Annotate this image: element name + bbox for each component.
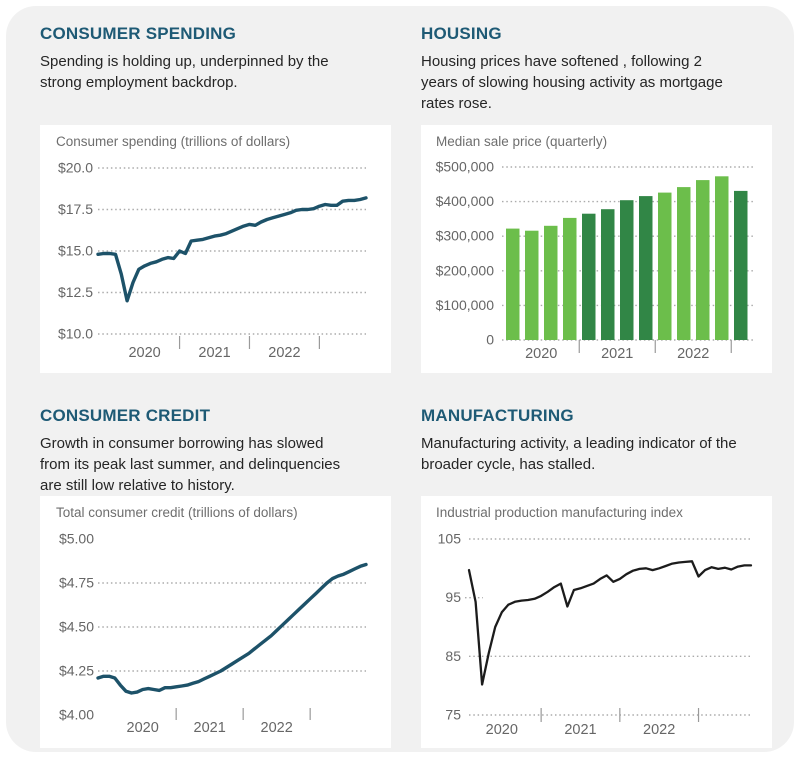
y-axis-label: 105	[438, 531, 462, 547]
bar	[677, 187, 691, 340]
chart-title-consumer-credit: Total consumer credit (trillions of doll…	[56, 505, 298, 520]
consumer-spending-chart-card: $20.0 $17.5 $15.0 $12.5 $10.0 2020 2021 2022 Co…	[40, 125, 391, 373]
chart-title-consumer-spending: Consumer spending (trillions of dollars)	[56, 134, 291, 149]
y-axis-label: $4.25	[59, 663, 94, 679]
x-axis-label: 2021	[194, 720, 226, 736]
chart-title-manufacturing: Industrial production manufacturing inde…	[436, 505, 683, 520]
section-consumer-credit: CONSUMER CREDIT Growth in consumer borro…	[40, 402, 392, 496]
y-axis-label: 95	[445, 589, 461, 605]
section-title-housing: HOUSING	[421, 24, 502, 43]
section-title-consumer-spending: CONSUMER SPENDING	[40, 24, 237, 43]
median-sale-price-bar-chart: $500,000 $400,000 $300,000 $200,000 $100,000…	[436, 159, 756, 362]
chart-title-housing: Median sale price (quarterly)	[436, 134, 608, 149]
bar	[639, 196, 653, 340]
x-axis-label: 2020	[127, 720, 159, 736]
bar	[563, 217, 577, 340]
x-axis-label: 2022	[261, 720, 293, 736]
x-axis-label: 2021	[198, 345, 230, 361]
y-axis-label: $17.5	[58, 201, 93, 217]
section-housing: HOUSING Housing prices have softened , f…	[421, 20, 793, 114]
x-axis-label: 2022	[268, 345, 300, 361]
data-line	[467, 560, 753, 686]
housing-chart-card: $500,000 $400,000 $300,000 $200,000 $100,000…	[421, 125, 772, 373]
y-axis-label: $100,000	[436, 297, 495, 313]
x-axis-label: 2020	[128, 345, 160, 361]
y-axis-label: $20.0	[58, 160, 93, 176]
bar	[544, 225, 558, 340]
bar	[715, 176, 729, 340]
y-axis-label: $4.75	[59, 575, 94, 591]
section-consumer-spending: CONSUMER SPENDING Spending is holding up…	[40, 20, 392, 93]
section-description-manufacturing: Manufacturing activity, a leading indica…	[421, 434, 737, 473]
x-axis-label: 2022	[677, 346, 709, 362]
dashboard-panel: CONSUMER SPENDING Spending is holding up…	[6, 6, 794, 752]
bar	[506, 228, 520, 340]
bar	[734, 190, 748, 340]
section-description-consumer-spending: Spending is holding up, underpinned by t…	[40, 52, 329, 91]
section-description-housing: Housing prices have softened , following…	[421, 52, 723, 112]
y-axis-label: 0	[486, 332, 494, 348]
bar	[525, 230, 539, 340]
x-axis-label: 2020	[525, 346, 557, 362]
y-axis-label: 75	[445, 707, 461, 723]
y-axis-label: $500,000	[436, 159, 495, 175]
y-axis-label: $4.50	[59, 619, 94, 635]
y-axis-label: $200,000	[436, 262, 495, 278]
y-axis-label: $300,000	[436, 228, 495, 244]
y-axis-label: $5.00	[59, 531, 94, 547]
data-line	[96, 562, 368, 695]
bar	[582, 213, 596, 340]
x-axis-label: 2021	[564, 722, 596, 738]
section-description-consumer-credit: Growth in consumer borrowing has slowed f…	[40, 434, 341, 494]
y-axis-label: 85	[445, 648, 461, 664]
x-axis-label: 2020	[486, 722, 518, 738]
y-axis-label: $10.0	[58, 326, 93, 342]
bar	[696, 180, 710, 340]
manufacturing-index-line-chart: 105 95 85 75 2020 2021 2022	[438, 531, 753, 738]
bar	[601, 209, 615, 340]
x-axis-label: 2021	[601, 346, 633, 362]
consumer-credit-line-chart: $5.00 $4.75 $4.50 $4.25 $4.00 2020 2021 2022	[59, 531, 368, 736]
y-axis-label: $15.0	[58, 243, 93, 259]
y-axis-label: $12.5	[58, 284, 93, 300]
y-axis-label: $400,000	[436, 193, 495, 209]
consumer-credit-chart-card: $5.00 $4.75 $4.50 $4.25 $4.00 2020 2021 2022 To…	[40, 496, 391, 748]
bar	[620, 200, 634, 340]
section-title-manufacturing: MANUFACTURING	[421, 406, 574, 425]
y-axis-label: $4.00	[59, 707, 94, 723]
manufacturing-chart-card: 105 95 85 75 2020 2021 2022 Industrial product…	[421, 496, 772, 748]
section-manufacturing: MANUFACTURING Manufacturing activity, a …	[421, 402, 793, 475]
x-axis-label: 2022	[643, 722, 675, 738]
section-title-consumer-credit: CONSUMER CREDIT	[40, 406, 211, 425]
bar	[658, 192, 672, 340]
data-line	[96, 196, 368, 303]
consumer-spending-line-chart: $20.0 $17.5 $15.0 $12.5 $10.0 2020 2021 2022	[58, 160, 368, 361]
